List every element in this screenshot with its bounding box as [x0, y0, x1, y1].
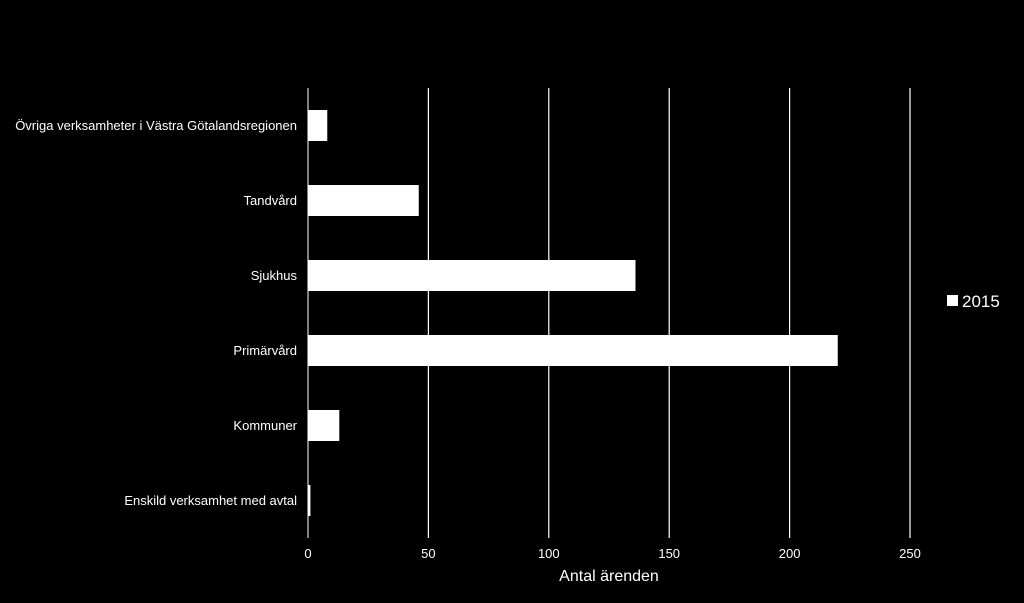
gridlines — [427, 88, 911, 538]
bar — [308, 110, 328, 141]
x-tick-label: 250 — [899, 546, 921, 561]
bar — [308, 410, 340, 441]
category-label: Primärvård — [233, 343, 297, 358]
x-tick-label: 100 — [538, 546, 560, 561]
x-axis-title: Antal ärenden — [559, 568, 659, 585]
bar — [308, 185, 419, 216]
x-tick-label: 50 — [421, 546, 435, 561]
category-labels: Övriga verksamheter i Västra Götalandsre… — [15, 118, 297, 508]
bars — [308, 110, 838, 516]
x-tick-label: 0 — [304, 546, 311, 561]
category-label: Kommuner — [233, 418, 297, 433]
category-label: Enskild verksamhet med avtal — [124, 493, 297, 508]
legend: 2015 — [947, 292, 1000, 311]
category-label: Tandvård — [244, 193, 297, 208]
x-tick-labels: 0 50 100 150 200 250 — [304, 546, 920, 561]
bar — [308, 335, 838, 366]
x-tick-label: 150 — [658, 546, 680, 561]
category-label: Sjukhus — [251, 268, 298, 283]
x-tick-label: 200 — [779, 546, 801, 561]
legend-label: 2015 — [962, 292, 1000, 311]
bar — [308, 485, 311, 516]
category-label: Övriga verksamheter i Västra Götalandsre… — [15, 118, 297, 133]
bar — [308, 260, 636, 291]
legend-swatch — [947, 295, 958, 306]
